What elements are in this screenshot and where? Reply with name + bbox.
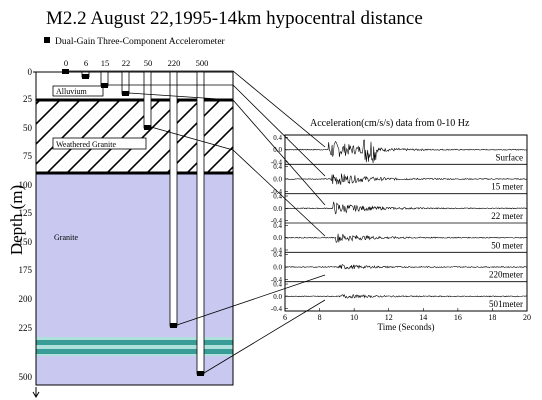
trace-y-tick-label: 0.4 <box>273 193 282 201</box>
trace-y-tick-label: -0.4 <box>271 217 283 225</box>
connector-220m <box>176 274 326 326</box>
trace-y-tick-label: 0.4 <box>273 134 282 142</box>
depth-axis: 0 25 50 75 100 125 150 175 200 225 500 <box>19 67 40 398</box>
depth-tick-label: 225 <box>19 323 33 333</box>
acceleration-chart-title: Acceleration(cm/s/s) data from 0-10 Hz <box>310 118 470 129</box>
borehole-label: 6 <box>84 58 88 68</box>
trace-label: 501meter <box>489 299 523 309</box>
connector-500m <box>203 299 326 374</box>
sensor-500 <box>197 371 204 376</box>
borehole-500 <box>196 71 205 375</box>
connector-50m <box>150 126 326 237</box>
trace-y-tick-label: 0.4 <box>273 281 282 289</box>
borehole-22 <box>121 71 130 95</box>
alluvium-label-box <box>52 85 104 97</box>
trace-y-tick-label: 0.4 <box>273 222 282 230</box>
x-tick-label: 8 <box>318 313 322 322</box>
borehole-50 <box>143 71 152 129</box>
trace-label: 50 meter <box>491 240 523 250</box>
borehole-label: 22 <box>122 58 131 68</box>
waveform-trace <box>284 233 528 243</box>
waveform-trace <box>284 173 528 185</box>
trace-y-tick-label: 0.0 <box>273 293 282 301</box>
x-tick-label: 16 <box>454 313 462 322</box>
trace-label: 220meter <box>489 270 523 280</box>
borehole-label: 220 <box>168 58 181 68</box>
granite-label: Granite <box>54 233 78 242</box>
x-tick-label: 20 <box>523 313 531 322</box>
sensor-22 <box>122 91 129 96</box>
figure-title: M2.2 August 22,1995-14km hypocentral dis… <box>46 8 423 29</box>
trace-y-tick-label: -0.4 <box>271 276 283 284</box>
weathered-granite-label-box <box>52 137 147 150</box>
trace-label: Surface <box>496 152 523 162</box>
trace-y-tick-label: 0.0 <box>273 146 282 154</box>
depth-tick-label: 175 <box>19 265 33 275</box>
sensor-50 <box>144 125 151 130</box>
lower-band-teal-bottom <box>36 349 233 354</box>
x-tick-label: 12 <box>385 313 393 322</box>
depth-tick-label: 200 <box>19 294 33 304</box>
depth-tick-label: 125 <box>19 208 33 218</box>
connector-15m <box>108 84 326 177</box>
trace-y-tick-label: -0.4 <box>271 305 283 313</box>
depth-tick-label: 25 <box>23 94 33 104</box>
depth-axis-arrow-icon <box>32 387 40 398</box>
borehole-220 <box>169 71 178 327</box>
x-tick-label: 10 <box>350 313 358 322</box>
depth-tick-label: 500 <box>19 372 33 382</box>
depth-tick-label: 150 <box>19 237 33 247</box>
depth-tick-label: 0 <box>28 67 33 77</box>
trace-y-tick-label: -0.4 <box>271 188 283 196</box>
borehole-label: 50 <box>144 58 153 68</box>
waveform-trace <box>285 201 528 215</box>
depth-tick-label: 75 <box>23 151 33 161</box>
time-axis-title: Time (Seconds) <box>378 322 435 332</box>
x-tick-label: 18 <box>488 313 496 322</box>
borehole-label: 15 <box>101 58 110 68</box>
sensor-220 <box>170 323 177 328</box>
waveform-trace <box>284 293 528 299</box>
trace-label: 15 meter <box>491 182 523 192</box>
x-tick-label: 14 <box>419 313 427 322</box>
alluvium-label: Alluvium <box>56 87 87 96</box>
boreholes <box>62 69 205 376</box>
depth-tick-label: 50 <box>23 123 33 133</box>
sensor-15 <box>101 83 108 88</box>
depth-tick-label: 100 <box>19 180 33 190</box>
connector-surface <box>69 70 326 148</box>
depth-axis-title: Depth (m) <box>7 185 26 255</box>
trace-y-tick-label: 0.4 <box>273 163 282 171</box>
borehole-headers: 0 6 15 22 50 220 500 <box>64 58 209 68</box>
sensor-0 <box>62 69 69 74</box>
x-tick-label: 6 <box>283 313 287 322</box>
trace-y-tick-label: 0.0 <box>273 234 282 242</box>
sensor-6 <box>82 74 89 79</box>
accelerometer-legend-label: Dual-Gain Three-Component Accelerometer <box>55 37 226 47</box>
trace-y-tick-label: 0.0 <box>273 264 282 272</box>
weathered-granite-label: Weathered Granite <box>56 140 116 149</box>
borehole-label: 0 <box>64 58 68 68</box>
trace-y-tick-label: 0.0 <box>273 205 282 213</box>
trace-y-tick-label: 0.4 <box>273 251 282 259</box>
accelerometer-legend-marker <box>44 37 50 43</box>
trace-y-tick-label: -0.4 <box>271 158 283 166</box>
waveform-panel: 0.4 0.0 -0.4 Surface 0.4 0.0 -0.4 15 meter 0.4 0.… <box>271 134 531 322</box>
trace-y-tick-label: -0.4 <box>271 246 283 254</box>
sensor-connectors <box>69 70 326 374</box>
lower-band-teal-top <box>36 340 233 345</box>
borehole-label: 500 <box>196 58 209 68</box>
column-frame <box>35 71 234 386</box>
waveform-trace <box>284 139 528 164</box>
trace-label: 22 meter <box>491 211 523 221</box>
waveform-trace <box>284 264 528 270</box>
connector-22m <box>128 92 326 206</box>
trace-y-tick-label: 0.0 <box>273 176 282 184</box>
